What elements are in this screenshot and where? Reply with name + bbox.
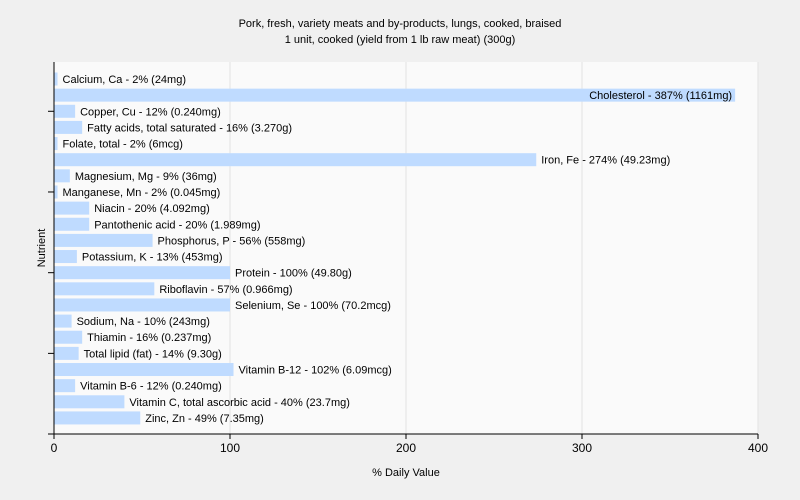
data-label: Thiamin - 16% (0.237mg) — [87, 332, 211, 344]
bar — [54, 346, 79, 360]
data-label: Sodium, Na - 10% (243mg) — [77, 316, 210, 328]
chart-title: Pork, fresh, variety meats and by-produc… — [239, 18, 562, 30]
data-label: Cholesterol - 387% (1161mg) — [589, 90, 732, 102]
data-label: Zinc, Zn - 49% (7.35mg) — [145, 413, 264, 425]
x-tick-label: 400 — [748, 441, 768, 455]
data-label: Niacin - 20% (4.092mg) — [94, 203, 210, 215]
bar — [54, 266, 230, 280]
data-label: Selenium, Se - 100% (70.2mcg) — [235, 300, 391, 312]
bar — [54, 120, 83, 134]
bar — [54, 104, 76, 118]
chart-subtitle: 1 unit, cooked (yield from 1 lb raw meat… — [285, 34, 516, 46]
bar — [54, 363, 234, 377]
bar — [54, 233, 153, 247]
data-label: Vitamin C, total ascorbic acid - 40% (23… — [129, 397, 350, 409]
bar — [54, 411, 141, 425]
data-label: Folate, total - 2% (6mcg) — [63, 139, 183, 151]
bar — [54, 395, 125, 409]
data-label: Calcium, Ca - 2% (24mg) — [63, 74, 186, 86]
bar — [54, 217, 90, 231]
x-tick-label: 0 — [51, 441, 58, 455]
data-label: Manganese, Mn - 2% (0.045mg) — [63, 187, 221, 199]
data-label: Potassium, K - 13% (453mg) — [82, 252, 223, 264]
data-label: Vitamin B-12 - 102% (6.09mcg) — [239, 365, 392, 377]
bar — [54, 169, 70, 183]
bar — [54, 282, 155, 296]
data-label: Fatty acids, total saturated - 16% (3.27… — [87, 122, 292, 134]
x-tick-label: 100 — [220, 441, 240, 455]
y-axis-label: Nutrient — [36, 229, 48, 268]
data-label: Pantothenic acid - 20% (1.989mg) — [94, 219, 260, 231]
bar — [54, 88, 736, 102]
data-label: Riboflavin - 57% (0.966mg) — [159, 284, 292, 296]
bar — [54, 298, 230, 312]
bar — [54, 201, 90, 215]
bar — [54, 137, 58, 151]
data-label: Magnesium, Mg - 9% (36mg) — [75, 171, 217, 183]
data-label: Vitamin B-6 - 12% (0.240mg) — [80, 381, 222, 393]
bar — [54, 250, 77, 264]
x-axis-label: % Daily Value — [372, 467, 440, 479]
bar — [54, 314, 72, 328]
data-label: Protein - 100% (49.80g) — [235, 268, 352, 280]
bar — [54, 379, 76, 393]
data-label: Phosphorus, P - 56% (558mg) — [158, 235, 306, 247]
data-label: Copper, Cu - 12% (0.240mg) — [80, 106, 221, 118]
bar — [54, 72, 58, 86]
bar — [54, 185, 58, 199]
data-label: Iron, Fe - 274% (49.23mg) — [541, 155, 670, 167]
x-tick-label: 300 — [572, 441, 592, 455]
bar — [54, 330, 83, 344]
bar — [54, 153, 537, 167]
data-label: Total lipid (fat) - 14% (9.30g) — [84, 348, 222, 360]
x-tick-label: 200 — [396, 441, 416, 455]
